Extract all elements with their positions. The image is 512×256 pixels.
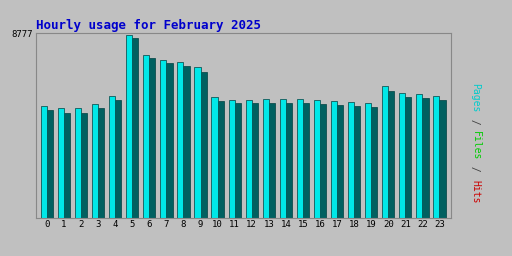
Bar [371, 107, 377, 218]
Bar [218, 101, 224, 218]
Bar [303, 103, 309, 218]
Bar [439, 100, 445, 218]
Bar [246, 100, 252, 218]
Bar [183, 66, 189, 218]
Bar [252, 103, 258, 218]
Bar [115, 100, 121, 218]
Bar [269, 103, 275, 218]
Bar [406, 97, 412, 218]
Bar [320, 104, 326, 218]
Bar [416, 94, 422, 218]
Bar [201, 72, 207, 218]
Bar [109, 96, 115, 218]
Bar [177, 62, 183, 218]
Bar [234, 103, 241, 218]
Bar [337, 105, 343, 218]
Text: Hits: Hits [471, 180, 480, 204]
Bar [433, 96, 439, 218]
Text: Hourly usage for February 2025: Hourly usage for February 2025 [36, 19, 261, 32]
Bar [297, 99, 303, 218]
Bar [143, 55, 150, 218]
Bar [160, 60, 166, 218]
Text: Files: Files [471, 131, 480, 161]
Bar [422, 98, 429, 218]
Bar [399, 93, 406, 218]
Text: Pages: Pages [471, 83, 480, 112]
Bar [64, 113, 70, 218]
Text: /: / [471, 160, 480, 178]
Bar [41, 106, 47, 218]
Bar [211, 97, 218, 218]
Bar [150, 58, 156, 218]
Bar [348, 102, 354, 218]
Bar [382, 86, 388, 218]
Bar [228, 100, 234, 218]
Bar [166, 63, 173, 218]
Bar [58, 108, 64, 218]
Bar [263, 99, 269, 218]
Bar [75, 108, 81, 218]
Bar [47, 111, 53, 218]
Bar [280, 99, 286, 218]
Bar [314, 100, 320, 218]
Bar [98, 108, 104, 218]
Bar [126, 35, 132, 218]
Text: /: / [471, 113, 480, 131]
Bar [81, 113, 87, 218]
Bar [365, 103, 371, 218]
Bar [331, 101, 337, 218]
Bar [195, 67, 201, 218]
Bar [286, 103, 292, 218]
Bar [92, 104, 98, 218]
Bar [388, 91, 394, 218]
Bar [354, 106, 360, 218]
Bar [132, 38, 138, 218]
